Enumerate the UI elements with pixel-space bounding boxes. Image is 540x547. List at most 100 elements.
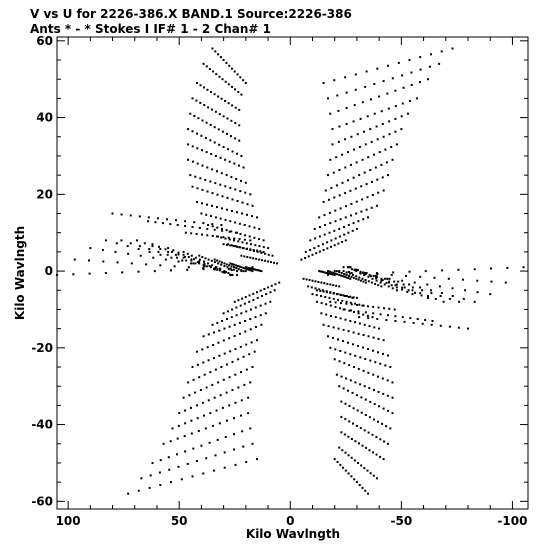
uv-point	[232, 268, 235, 271]
uv-point	[198, 262, 201, 265]
uv-point	[340, 302, 342, 305]
uv-point	[383, 440, 386, 443]
uv-point	[227, 272, 230, 274]
uv-point	[428, 65, 431, 68]
uv-point	[344, 239, 347, 242]
uv-point	[395, 286, 398, 289]
uv-point	[322, 82, 325, 84]
uv-point	[377, 306, 380, 309]
uv-point	[251, 266, 254, 269]
uv-point	[406, 290, 409, 293]
uv-point	[414, 291, 417, 294]
uv-point	[207, 262, 210, 265]
uv-point	[377, 284, 380, 287]
uv-point	[385, 319, 388, 321]
uv-point	[393, 280, 396, 283]
uv-point	[226, 243, 228, 246]
uv-point	[234, 264, 237, 267]
uv-point	[236, 200, 239, 202]
uv-point	[228, 160, 231, 163]
uv-point	[440, 50, 443, 53]
uv-point	[246, 213, 248, 216]
uv-point	[218, 260, 221, 263]
uv-point	[223, 466, 226, 469]
uv-point	[237, 358, 240, 361]
uv-point	[369, 472, 372, 475]
uv-point	[363, 385, 366, 388]
uv-point	[166, 218, 168, 221]
uv-point	[241, 201, 244, 204]
uv-point	[233, 433, 235, 436]
uv-point	[341, 241, 344, 243]
uv-point	[427, 295, 429, 297]
uv-point	[177, 251, 180, 254]
uv-point	[358, 322, 361, 325]
uv-point	[244, 320, 247, 322]
uv-point	[267, 253, 270, 256]
uv-point	[214, 182, 217, 185]
uv-point	[89, 247, 92, 250]
y-tick-label: 20	[36, 187, 53, 201]
uv-point	[244, 82, 247, 84]
uv-point	[143, 242, 146, 245]
uv-point	[364, 358, 367, 360]
uv-point	[254, 306, 257, 309]
uv-point	[213, 261, 216, 264]
uv-point	[248, 267, 251, 270]
uv-point	[326, 241, 329, 244]
uv-point	[379, 281, 382, 284]
uv-point	[192, 447, 195, 450]
uv-point	[211, 264, 214, 267]
uv-point	[348, 405, 351, 407]
uv-point	[358, 174, 361, 177]
uv-point	[256, 250, 259, 253]
uv-point	[228, 337, 231, 340]
uv-point	[389, 427, 392, 430]
uv-point	[370, 140, 373, 143]
uv-point	[395, 289, 398, 292]
uv-point	[338, 125, 341, 128]
uv-point	[249, 381, 252, 384]
uv-point	[327, 174, 329, 177]
uv-point	[206, 265, 208, 268]
uv-point	[148, 486, 151, 489]
uv-point	[218, 329, 221, 332]
uv-point	[338, 169, 341, 171]
uv-point	[215, 409, 218, 412]
uv-point	[408, 270, 411, 273]
uv-point	[347, 151, 349, 154]
uv-points	[56, 47, 525, 495]
uv-point	[221, 227, 223, 230]
uv-point	[223, 265, 226, 267]
uv-point	[140, 477, 143, 480]
uv-point	[181, 259, 184, 262]
uv-point	[372, 336, 375, 339]
uv-point	[367, 156, 370, 159]
uv-point	[258, 227, 261, 230]
uv-point	[363, 467, 366, 470]
uv-point	[385, 161, 388, 164]
uv-point	[238, 238, 241, 241]
uv-point	[244, 270, 247, 273]
uv-point	[377, 391, 380, 393]
uv-point	[222, 312, 225, 315]
uv-point	[345, 123, 348, 125]
uv-point	[230, 316, 233, 319]
uv-point	[239, 190, 242, 193]
uv-point	[362, 280, 365, 283]
uv-point	[201, 233, 203, 236]
uv-point	[240, 312, 243, 315]
uv-point	[365, 70, 368, 73]
uv-point	[329, 304, 332, 307]
uv-point	[190, 432, 193, 435]
uv-point	[357, 312, 360, 315]
uv-point	[339, 218, 342, 221]
uv-point	[217, 341, 220, 344]
uv-point	[333, 273, 336, 276]
uv-point	[317, 245, 320, 248]
uv-point	[366, 115, 369, 118]
uv-point	[311, 253, 314, 256]
uv-point	[330, 239, 333, 242]
uv-point	[231, 263, 234, 265]
uv-point	[207, 359, 210, 362]
